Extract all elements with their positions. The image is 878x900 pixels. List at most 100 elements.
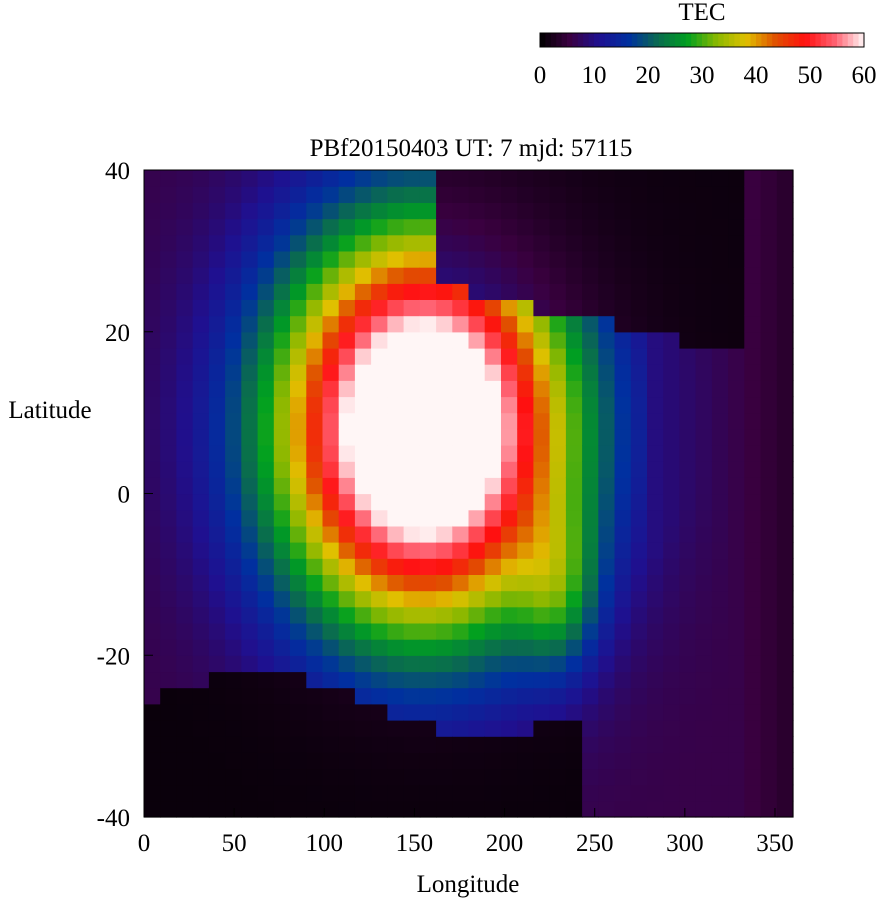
heatmap-cell: [290, 428, 307, 446]
heatmap-cell: [322, 784, 340, 802]
heatmap-cell: [257, 412, 275, 430]
heatmap-cell: [241, 606, 259, 624]
heatmap-cell: [630, 461, 648, 478]
heatmap-cell: [387, 784, 405, 802]
heatmap-cell: [241, 622, 259, 640]
heatmap-cell: [647, 202, 664, 220]
heatmap-cell: [468, 170, 486, 187]
heatmap-cell: [695, 752, 713, 770]
heatmap-cell: [663, 574, 680, 592]
heatmap-cell: [598, 574, 616, 592]
heatmap-cell: [290, 720, 307, 737]
heatmap-cell: [306, 639, 324, 656]
heatmap-cell: [290, 186, 307, 203]
heatmap-cell: [290, 671, 307, 689]
heatmap-cell: [208, 283, 226, 300]
heatmap-cell: [614, 283, 632, 300]
heatmap-cell: [549, 186, 567, 203]
heatmap-cell: [549, 412, 567, 430]
heatmap-cell: [728, 493, 745, 511]
heatmap-cell: [760, 800, 778, 818]
heatmap-cell: [403, 315, 421, 333]
heatmap-cell: [582, 331, 599, 349]
heatmap-cell: [711, 461, 729, 478]
heatmap-cell: [371, 509, 388, 527]
heatmap-cell: [744, 509, 762, 527]
heatmap-cell: [501, 364, 518, 381]
heatmap-cell: [549, 671, 567, 689]
heatmap-cell: [501, 525, 518, 543]
heatmap-cell: [273, 250, 291, 268]
heatmap-cell: [257, 720, 275, 737]
heatmap-cell: [338, 509, 356, 527]
heatmap-cell: [695, 687, 713, 705]
heatmap-cell: [468, 639, 486, 656]
heatmap-cell: [598, 186, 616, 203]
heatmap-cell: [647, 671, 664, 689]
heatmap-cell: [338, 218, 356, 236]
heatmap-cell: [711, 768, 729, 786]
heatmap-cell: [403, 800, 421, 818]
colorbar-segment: [702, 33, 708, 47]
heatmap-cell: [598, 412, 616, 430]
heatmap-cell: [549, 687, 567, 705]
heatmap-cell: [776, 768, 794, 786]
heatmap-cell: [728, 186, 745, 203]
heatmap-cell: [711, 186, 729, 203]
heatmap-cell: [728, 250, 745, 268]
heatmap-cell: [517, 380, 534, 398]
heatmap-cell: [436, 800, 453, 818]
colorbar-segment: [604, 33, 611, 47]
heatmap-cell: [468, 364, 486, 381]
heatmap-cell: [695, 671, 713, 689]
colorbar-frame: [539, 32, 865, 48]
heatmap-cell: [387, 542, 405, 559]
x-tick-label: 350: [756, 830, 794, 857]
heatmap-cell: [582, 574, 599, 592]
heatmap-cell: [419, 364, 437, 381]
heatmap-cell: [565, 331, 583, 349]
heatmap-cell: [598, 703, 616, 721]
heatmap-cell: [728, 800, 745, 818]
x-tick-label: 150: [396, 830, 434, 857]
heatmap-cell: [695, 250, 713, 268]
heatmap-cell: [338, 283, 356, 300]
heatmap-cell: [387, 364, 405, 381]
heatmap-cell: [273, 477, 291, 495]
heatmap-cell: [501, 558, 518, 575]
heatmap-cell: [160, 380, 177, 398]
heatmap-cell: [225, 186, 242, 203]
heatmap-cell: [760, 542, 778, 559]
heatmap-cell: [744, 267, 762, 284]
heatmap-cell: [176, 671, 194, 689]
heatmap-cell: [192, 493, 210, 511]
heatmap-cell: [387, 671, 405, 689]
heatmap-cell: [160, 509, 177, 527]
heatmap-cell: [208, 364, 226, 381]
heatmap-cell: [306, 380, 324, 398]
heatmap-cell: [744, 493, 762, 511]
heatmap-cell: [419, 412, 437, 430]
heatmap-cell: [663, 736, 680, 753]
heatmap-cell: [419, 331, 437, 349]
heatmap-cell: [484, 218, 502, 236]
heatmap-cell: [468, 509, 486, 527]
heatmap-cell: [192, 202, 210, 220]
heatmap-cell: [290, 299, 307, 317]
heatmap-cell: [241, 752, 259, 770]
heatmap-cell: [419, 283, 437, 300]
heatmap-cell: [354, 606, 372, 624]
heatmap-cell: [371, 461, 388, 478]
heatmap-cell: [679, 461, 697, 478]
heatmap-cell: [354, 428, 372, 446]
heatmap-cell: [565, 800, 583, 818]
heatmap-cell: [728, 720, 745, 737]
heatmap-cell: [176, 784, 194, 802]
heatmap-cell: [517, 542, 534, 559]
heatmap-cell: [565, 720, 583, 737]
heatmap-cell: [322, 250, 340, 268]
heatmap-cell: [371, 639, 388, 656]
heatmap-cell: [241, 639, 259, 656]
heatmap-cell: [549, 784, 567, 802]
heatmap-cell: [225, 218, 242, 236]
